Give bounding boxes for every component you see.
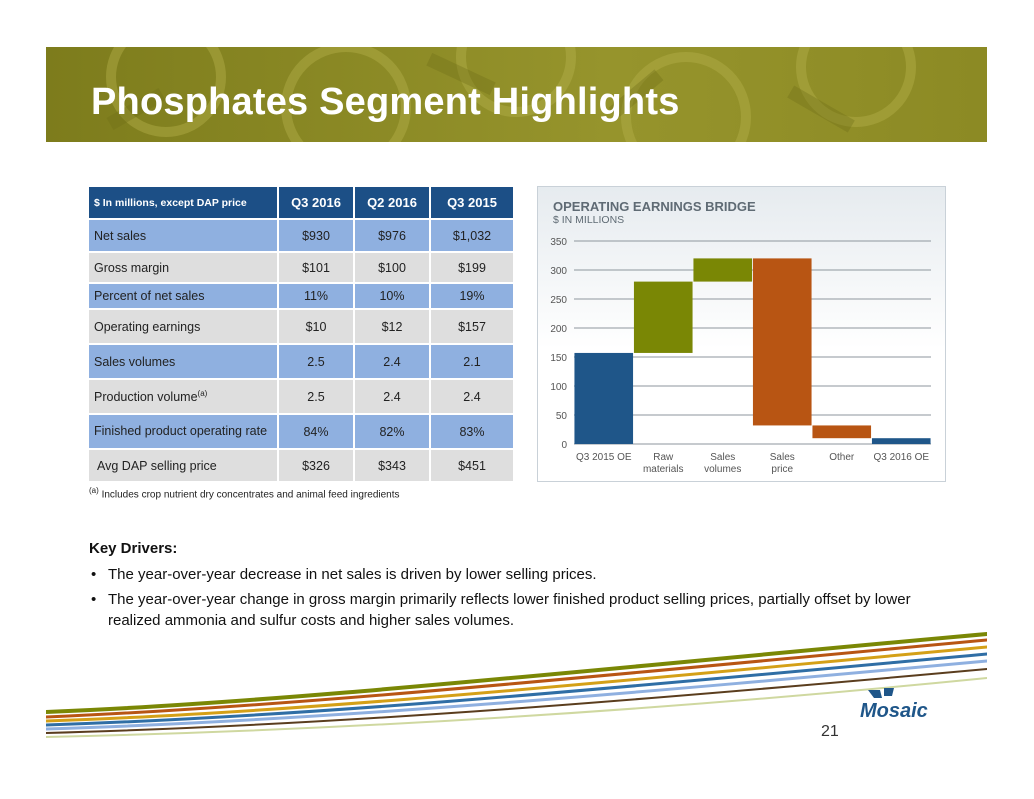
table-cell: $100 [355, 253, 431, 284]
table-row: Operating earnings $10 $12 $157 [89, 310, 515, 345]
earnings-bridge-chart: OPERATING EARNINGS BRIDGE $ IN MILLIONS … [537, 186, 946, 482]
y-tick-label: 0 [561, 440, 567, 451]
bar-other [812, 425, 872, 439]
table-header-cell: Q3 2016 [279, 187, 355, 220]
table-cell: $343 [355, 450, 431, 483]
y-tick-label: 200 [550, 324, 567, 335]
chart-svg: OPERATING EARNINGS BRIDGE $ IN MILLIONS … [550, 199, 931, 475]
table-footnote: (a) Includes crop nutrient dry concentra… [89, 486, 400, 500]
row-label: Production volume(a) [89, 380, 279, 415]
chart-subtitle: $ IN MILLIONS [553, 214, 624, 226]
table-row: Percent of net sales 11% 10% 19% [89, 284, 515, 310]
table-cell: $326 [279, 450, 355, 483]
table-cell: $199 [431, 253, 515, 284]
bar-sales-volumes [693, 258, 753, 282]
key-drivers-heading: Key Drivers: [89, 540, 178, 557]
table-cell: 10% [355, 284, 431, 310]
mosaic-logo: Mosaic [860, 688, 928, 722]
table-cell: $12 [355, 310, 431, 345]
metrics-table: $ In millions, except DAP price Q3 2016 … [89, 187, 515, 483]
x-tick-label: Raw materials [643, 452, 684, 475]
y-tick-label: 100 [550, 382, 567, 393]
row-label: Sales volumes [89, 345, 279, 380]
table-header-cell: Q2 2016 [355, 187, 431, 220]
bar-q3-2016-oe [871, 438, 931, 444]
table-row: Finished product operating rate 84% 82% … [89, 415, 515, 450]
footnote-text: Includes crop nutrient dry concentrates … [101, 489, 400, 501]
banner-pattern [46, 47, 987, 142]
row-label: Operating earnings [89, 310, 279, 345]
logo-text: Mosaic [860, 700, 928, 722]
page-number: 21 [821, 723, 839, 740]
table-cell: 2.4 [355, 345, 431, 380]
row-label: Gross margin [89, 253, 279, 284]
table-cell: 2.1 [431, 345, 515, 380]
chart-title: OPERATING EARNINGS BRIDGE [553, 199, 756, 214]
footnote-mark: (a) [89, 486, 99, 495]
table-cell: 2.5 [279, 345, 355, 380]
table-cell: 11% [279, 284, 355, 310]
y-tick-label: 350 [550, 237, 567, 248]
row-label-text: Production volume [94, 390, 198, 405]
y-tick-label: 150 [550, 353, 567, 364]
key-drivers: Key Drivers: The year-over-year decrease… [89, 540, 919, 635]
table-cell: $976 [355, 220, 431, 253]
x-tick-label: Q3 2016 OE [873, 452, 929, 463]
table-cell: 2.5 [279, 380, 355, 415]
table-header-cell: $ In millions, except DAP price [89, 187, 279, 220]
table-cell: 19% [431, 284, 515, 310]
page-title: Phosphates Segment Highlights [91, 81, 680, 123]
table-cell: 2.4 [431, 380, 515, 415]
table-cell: 2.4 [355, 380, 431, 415]
table-cell: $157 [431, 310, 515, 345]
table-cell: 84% [279, 415, 355, 450]
table-cell: $10 [279, 310, 355, 345]
row-label: Finished product operating rate [89, 415, 279, 450]
key-drivers-list: The year-over-year decrease in net sales… [89, 564, 919, 631]
table-cell: $101 [279, 253, 355, 284]
table-cell: $1,032 [431, 220, 515, 253]
table-row: Net sales $930 $976 $1,032 [89, 220, 515, 253]
bar-q3-2015-oe [574, 352, 634, 444]
decorative-swoosh [46, 632, 987, 738]
table-header-row: $ In millions, except DAP price Q3 2016 … [89, 187, 515, 220]
table-cell: 82% [355, 415, 431, 450]
bar-sales-price [752, 258, 812, 426]
table-row: Gross margin $101 $100 $199 [89, 253, 515, 284]
table-row: Avg DAP selling price $326 $343 $451 [89, 450, 515, 483]
row-label: Percent of net sales [89, 284, 279, 310]
y-tick-label: 250 [550, 295, 567, 306]
list-item: The year-over-year change in gross margi… [89, 589, 919, 631]
list-item: The year-over-year decrease in net sales… [89, 564, 919, 585]
title-banner: Phosphates Segment Highlights [46, 47, 987, 142]
x-tick-label: Sales volumes [704, 452, 741, 475]
table-cell: 83% [431, 415, 515, 450]
bar-raw-materials [633, 281, 693, 353]
y-tick-label: 300 [550, 266, 567, 277]
x-tick-label: Sales price [770, 452, 795, 475]
table-row: Sales volumes 2.5 2.4 2.1 [89, 345, 515, 380]
table-cell: $930 [279, 220, 355, 253]
table-header-cell: Q3 2015 [431, 187, 515, 220]
x-tick-label: Other [829, 452, 855, 463]
y-tick-label: 50 [556, 411, 568, 422]
row-label: Net sales [89, 220, 279, 253]
row-label: Avg DAP selling price [89, 450, 279, 483]
x-tick-label: Q3 2015 OE [576, 452, 632, 463]
footnote-mark: (a) [197, 388, 208, 398]
table-cell: $451 [431, 450, 515, 483]
table-row: Production volume(a) 2.5 2.4 2.4 [89, 380, 515, 415]
